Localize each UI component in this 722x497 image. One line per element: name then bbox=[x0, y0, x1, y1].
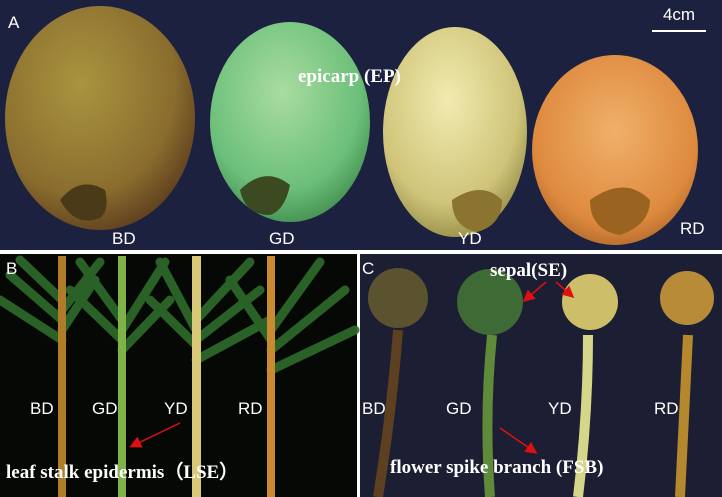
fruit-base bbox=[60, 184, 107, 221]
spike-branch bbox=[573, 334, 593, 497]
panel-a: A 4cm epicarp (EP) BD GD YD RD bbox=[0, 0, 722, 250]
fruit-rd bbox=[532, 55, 698, 245]
flower-rd bbox=[660, 271, 714, 325]
leaf-stalk bbox=[118, 256, 126, 497]
sample-label: YD bbox=[548, 399, 572, 418]
fruit-base bbox=[452, 190, 502, 232]
leaf-stalk bbox=[267, 256, 275, 497]
flower-gd bbox=[457, 269, 523, 335]
arrow bbox=[555, 281, 575, 298]
panel-label: C bbox=[362, 259, 374, 278]
sample-label: RD bbox=[680, 219, 705, 238]
spike-branch bbox=[373, 329, 403, 497]
panel-b: B BD GD YD RD leaf stalk epidermis（LSE） bbox=[0, 254, 360, 497]
panel-label: A bbox=[8, 13, 20, 32]
arrow bbox=[499, 427, 538, 454]
annotation: flower spike branch (FSB) bbox=[390, 457, 603, 478]
annotation: epicarp (EP) bbox=[298, 66, 401, 87]
spike-branch bbox=[482, 334, 497, 497]
flower-yd bbox=[562, 274, 618, 330]
sample-label: BD bbox=[30, 399, 54, 418]
spike-branch bbox=[675, 334, 693, 497]
fruit-yd bbox=[383, 27, 527, 237]
sample-label: BD bbox=[362, 399, 386, 418]
fruit-gd bbox=[210, 22, 370, 222]
sample-label: GD bbox=[446, 399, 472, 418]
panel-c: C sepal(SE) BD GD YD RD flower spike bra… bbox=[360, 254, 722, 497]
sample-label: GD bbox=[269, 229, 295, 248]
leaflets bbox=[0, 255, 360, 375]
leaf-stalk bbox=[58, 256, 66, 497]
annotation: sepal(SE) bbox=[490, 260, 567, 281]
sample-label: BD bbox=[112, 229, 136, 248]
scale-label: 4cm bbox=[663, 5, 695, 24]
sample-label: RD bbox=[654, 399, 679, 418]
fruit-bd bbox=[5, 6, 195, 230]
sample-label: YD bbox=[164, 399, 188, 418]
panel-label: B bbox=[6, 259, 17, 278]
sample-label: RD bbox=[238, 399, 263, 418]
leaf-stalk bbox=[192, 256, 201, 497]
flower-bd bbox=[368, 268, 428, 328]
arrow bbox=[129, 422, 181, 448]
fruit-base bbox=[240, 176, 290, 215]
sample-label: GD bbox=[92, 399, 118, 418]
sample-label: YD bbox=[458, 229, 482, 248]
annotation: leaf stalk epidermis（LSE） bbox=[6, 460, 238, 483]
arrow bbox=[522, 281, 547, 302]
fruit-base bbox=[590, 187, 650, 235]
